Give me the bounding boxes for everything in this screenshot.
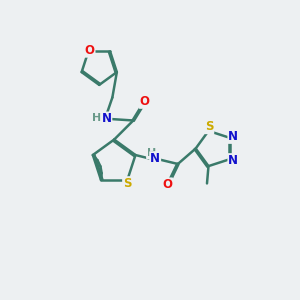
Text: S: S [123, 177, 132, 190]
Text: O: O [162, 178, 172, 191]
Text: O: O [140, 95, 150, 108]
Text: N: N [228, 130, 239, 143]
Text: N: N [228, 154, 239, 167]
Text: S: S [205, 120, 213, 133]
Text: N: N [101, 112, 111, 125]
Text: H: H [92, 113, 101, 123]
Text: O: O [85, 44, 94, 57]
Text: N: N [150, 152, 160, 165]
Text: H: H [147, 148, 156, 158]
